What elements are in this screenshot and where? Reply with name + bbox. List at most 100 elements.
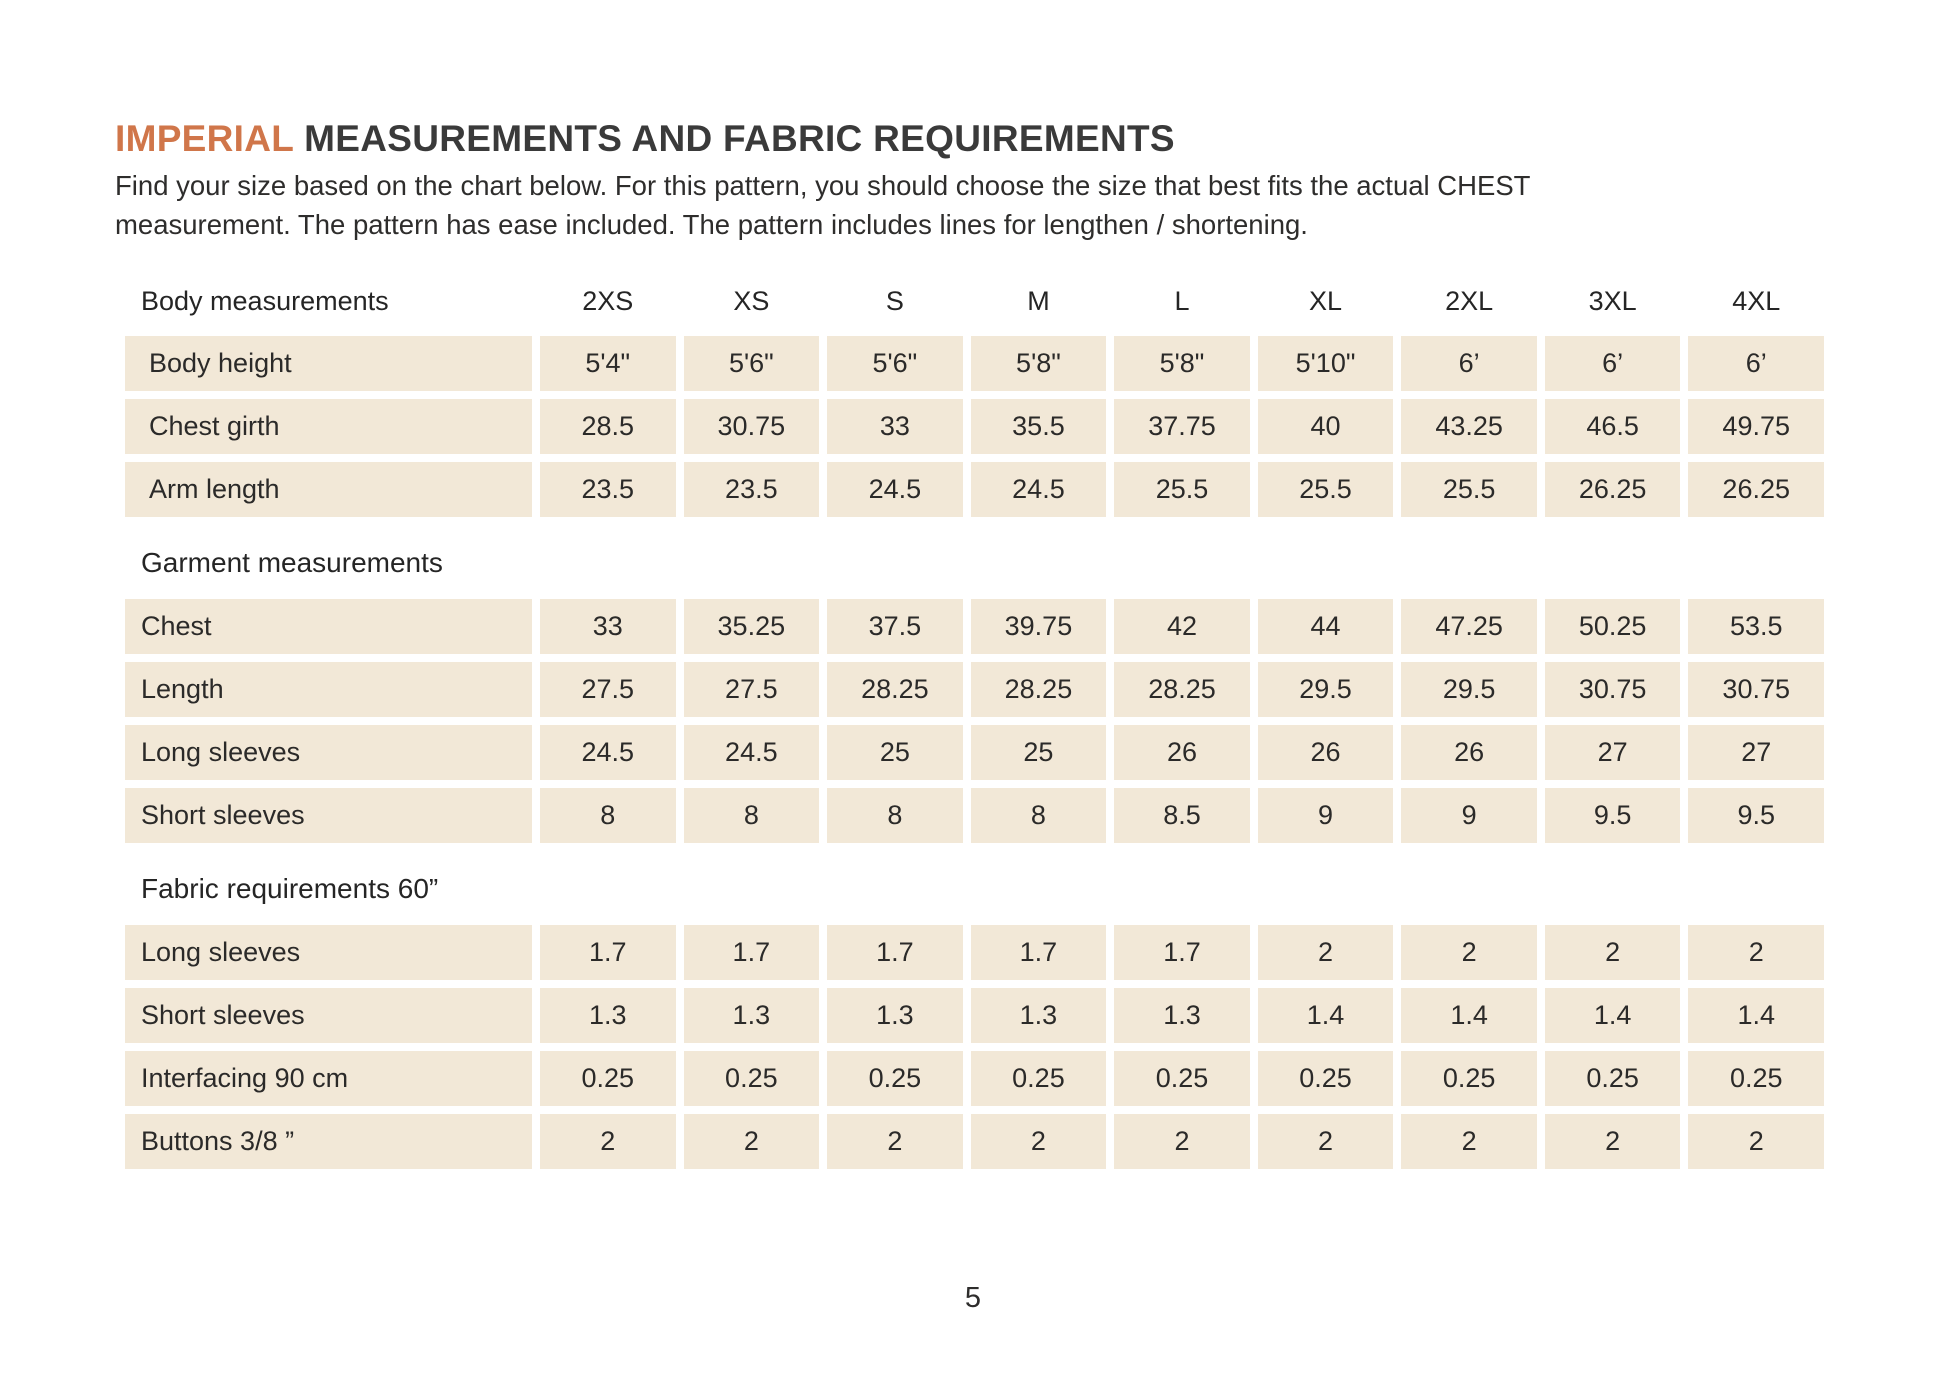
row-value: 27.5 (683, 662, 820, 717)
row-value: 6’ (1401, 336, 1537, 391)
row-value: 0.25 (827, 1051, 963, 1106)
row-label: Chest girth (125, 399, 532, 454)
row-value: 28.25 (827, 662, 963, 717)
row-value: 23.5 (683, 462, 820, 517)
row-value: 8 (683, 788, 820, 843)
row-label: Interfacing 90 cm (125, 1051, 532, 1106)
row-value: 1.4 (1257, 988, 1394, 1043)
row-value: 8 (827, 788, 963, 843)
intro-line-1: Find your size based on the chart below.… (115, 170, 1531, 201)
row-value: 24.5 (683, 725, 820, 780)
row-value: 2 (1401, 925, 1537, 980)
row-value: 40 (1257, 399, 1394, 454)
document-page: IMPERIAL MEASUREMENTS AND FABRIC REQUIRE… (115, 116, 1828, 1314)
row-value: 26.25 (1688, 462, 1824, 517)
row-value: 9 (1401, 788, 1537, 843)
page-number: 5 (964, 1282, 982, 1314)
row-value: 26 (1401, 725, 1537, 780)
size-column-header: L (1174, 285, 1190, 316)
row-value: 5'10" (1257, 336, 1394, 391)
row-value: 43.25 (1401, 399, 1537, 454)
row-value: 30.75 (1688, 662, 1824, 717)
row-value: 1.4 (1688, 988, 1824, 1043)
size-column-header: M (1027, 285, 1050, 316)
row-value: 2 (1114, 1114, 1250, 1169)
row-value: 29.5 (1401, 662, 1537, 717)
row-label: Arm length (125, 462, 532, 517)
row-value: 2 (1544, 1114, 1681, 1169)
row-label: Chest (125, 599, 532, 654)
row-value: 2 (827, 1114, 963, 1169)
row-value: 1.7 (1114, 925, 1250, 980)
table-row: Long sleeves 24.5 24.5 25 25 26 26 26 27 27 (125, 725, 1824, 780)
row-value: 8 (970, 788, 1107, 843)
row-value: 29.5 (1257, 662, 1394, 717)
table-row: Short sleeves 8 8 8 8 8.5 9 9 9.5 9.5 (125, 788, 1824, 843)
row-value: 46.5 (1544, 399, 1681, 454)
row-value: 28.5 (540, 399, 676, 454)
row-value: 42 (1114, 599, 1250, 654)
row-label: Long sleeves (125, 725, 532, 780)
row-value: 24.5 (540, 725, 676, 780)
row-value: 26 (1257, 725, 1394, 780)
row-value: 25.5 (1114, 462, 1250, 517)
row-value: 24.5 (970, 462, 1107, 517)
row-value: 9.5 (1688, 788, 1824, 843)
table-row: Short sleeves 1.3 1.3 1.3 1.3 1.3 1.4 1.4 1.4 1.4 (125, 988, 1824, 1043)
table-row: Arm length 23.5 23.5 24.5 24.5 25.5 25.5 25.5 26… (125, 462, 1824, 517)
row-value: 0.25 (1401, 1051, 1537, 1106)
table-header-label: Body measurements (141, 285, 389, 316)
table-row: Chest girth 28.5 30.75 33 35.5 37.75 40 43.25 46… (125, 399, 1824, 454)
row-value: 2 (683, 1114, 820, 1169)
row-value: 2 (1401, 1114, 1537, 1169)
row-value: 44 (1257, 599, 1394, 654)
row-value: 39.75 (970, 599, 1107, 654)
row-value: 1.7 (970, 925, 1107, 980)
page-title: IMPERIAL MEASUREMENTS AND FABRIC REQUIRE… (115, 116, 1828, 162)
table-row: Interfacing 90 cm 0.25 0.25 0.25 0.25 0.25 0.2… (125, 1051, 1824, 1106)
row-value: 5'6" (827, 336, 963, 391)
row-label: Body height (125, 336, 532, 391)
row-label: Long sleeves (125, 925, 532, 980)
row-value: 1.3 (970, 988, 1107, 1043)
table-row: Length 27.5 27.5 28.25 28.25 28.25 29.5 29.5 30.… (125, 662, 1824, 717)
size-column-header: 4XL (1732, 285, 1781, 316)
row-value: 8 (540, 788, 676, 843)
intro-text: Find your size based on the chart below.… (115, 166, 1828, 244)
row-value: 30.75 (1544, 662, 1681, 717)
size-column-header: 3XL (1588, 285, 1637, 316)
row-value: 1.7 (827, 925, 963, 980)
row-value: 26.25 (1544, 462, 1681, 517)
row-value: 25 (827, 725, 963, 780)
measurements-table: Body measurements 2XS XS S M L XL 2XL 3XL 4XL Body… (125, 276, 1824, 1169)
row-value: 0.25 (970, 1051, 1107, 1106)
section-title: Fabric requirements 60” (141, 873, 439, 904)
row-value: 1.4 (1544, 988, 1681, 1043)
row-value: 35.25 (683, 599, 820, 654)
row-value: 47.25 (1401, 599, 1537, 654)
row-value: 1.3 (827, 988, 963, 1043)
row-value: 25.5 (1257, 462, 1394, 517)
row-value: 37.75 (1114, 399, 1250, 454)
page-content: IMPERIAL MEASUREMENTS AND FABRIC REQUIRE… (115, 116, 1828, 1169)
section-title: Garment measurements (141, 547, 443, 578)
row-label: Short sleeves (125, 988, 532, 1043)
row-value: 0.25 (683, 1051, 820, 1106)
row-value: 0.25 (1688, 1051, 1824, 1106)
row-value: 5'4" (540, 336, 676, 391)
row-value: 6’ (1544, 336, 1681, 391)
row-value: 28.25 (970, 662, 1107, 717)
row-value: 37.5 (827, 599, 963, 654)
row-value: 2 (970, 1114, 1107, 1169)
row-value: 2 (540, 1114, 676, 1169)
table-row: Chest 33 35.25 37.5 39.75 42 44 47.25 50.25 53.5 (125, 599, 1824, 654)
row-value: 1.7 (683, 925, 820, 980)
row-value: 25 (970, 725, 1107, 780)
row-value: 1.3 (540, 988, 676, 1043)
row-value: 33 (540, 599, 676, 654)
row-value: 27 (1688, 725, 1824, 780)
table-row: Body height 5'4" 5'6" 5'6" 5'8" 5'8" 5'10" 6’ 6’… (125, 336, 1824, 391)
row-value: 28.25 (1114, 662, 1250, 717)
row-value: 6’ (1688, 336, 1824, 391)
row-value: 2 (1257, 925, 1394, 980)
